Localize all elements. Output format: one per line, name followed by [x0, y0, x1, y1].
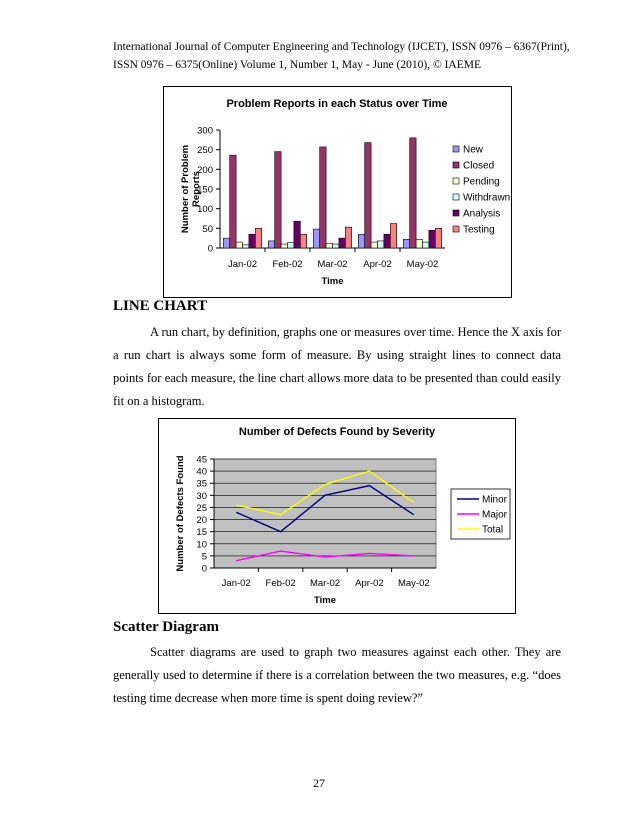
y-axis-title-line-2: Reports: [191, 171, 202, 207]
x-tick-label: Jan-02: [228, 259, 257, 270]
legend-swatch-new: [452, 145, 460, 153]
x-tick-label: Feb-02: [272, 259, 302, 270]
line-series-major: [236, 550, 414, 562]
chart-title: Number of Defects Found by Severity: [239, 426, 436, 438]
line-chart-paragraph-text: A run chart, by definition, graphs one o…: [113, 325, 561, 408]
line-series-total: [236, 470, 415, 516]
x-axis-title: Time: [314, 595, 336, 606]
legend-label-closed: Closed: [463, 161, 494, 172]
legend-label-analysis: Analysis: [463, 209, 500, 220]
y-axis-title-line-1: Number of Problem: [180, 145, 191, 233]
legend-label-total: Total: [482, 525, 503, 536]
bar-analysis: [428, 230, 436, 249]
legend-swatch-withdrawn: [452, 193, 460, 201]
header-line-1: International Journal of Computer Engine…: [113, 41, 570, 53]
bar-pending: [280, 243, 288, 249]
legend-swatch-pending: [452, 177, 460, 185]
y-tick-label: 20: [196, 515, 207, 526]
line-chart-heading: LINE CHART: [113, 298, 208, 314]
bar-testing: [345, 226, 353, 249]
bar-withdrawn: [377, 240, 385, 249]
y-tick-label: 100: [197, 204, 213, 215]
legend-label-withdrawn: Withdrawn: [463, 193, 510, 204]
legend-label-minor: Minor: [482, 495, 508, 506]
bar-new: [222, 237, 230, 249]
y-tick-label: 45: [196, 455, 207, 466]
bar-withdrawn: [242, 244, 250, 249]
bar-closed: [274, 151, 282, 249]
y-tick-label: 50: [202, 224, 213, 235]
legend-label-pending: Pending: [463, 177, 500, 188]
bar-withdrawn: [332, 243, 340, 249]
y-tick-label: 200: [197, 165, 213, 176]
bar-analysis: [248, 233, 256, 249]
y-tick-label: 0: [202, 564, 207, 575]
y-tick-label: 250: [197, 145, 213, 156]
y-tick-label: 300: [197, 126, 213, 137]
y-tick-label: 10: [196, 539, 207, 550]
x-tick-label: Mar-02: [310, 578, 340, 589]
line-series-minor: [235, 484, 415, 533]
legend-swatch-closed: [452, 161, 460, 169]
y-tick-label: 15: [196, 527, 207, 538]
page-number: 27: [313, 776, 325, 790]
x-tick-label: Jan-02: [222, 578, 251, 589]
legend-label-new: New: [463, 145, 484, 156]
x-axis-title: Time: [321, 276, 343, 287]
bar-new: [268, 240, 276, 249]
journal-header: International Journal of Computer Engine…: [113, 38, 570, 74]
problem-reports-chart-svg: Problem Reports in each Status over Time…: [180, 98, 510, 287]
plot-area: [213, 458, 437, 569]
bar-closed: [229, 154, 237, 249]
bar-new: [358, 233, 366, 249]
header-line-2: ISSN 0976 – 6375(Online) Volume 1, Numbe…: [113, 59, 481, 71]
x-tick-label: May-02: [407, 259, 439, 270]
y-tick-label: 5: [202, 551, 207, 562]
x-tick-label: Apr-02: [355, 578, 384, 589]
bar-closed: [409, 137, 417, 249]
y-axis-title: Number of ProblemReports: [180, 145, 202, 233]
y-tick-label: 30: [196, 491, 207, 502]
y-axis-title: Number of Defects Found: [175, 455, 186, 571]
defects-by-severity-chart: Number of Defects Found by Severity 0 5 10 1…: [158, 418, 516, 614]
x-tick-label: May-02: [398, 578, 430, 589]
legend-swatch-testing: [452, 225, 460, 233]
chart-title: Problem Reports in each Status over Time: [226, 98, 447, 110]
bar-pending: [235, 241, 243, 249]
scatter-paragraph: Scatter diagrams are used to graph two m…: [113, 641, 561, 710]
bar-withdrawn: [422, 241, 430, 249]
y-tick-label: 150: [197, 185, 213, 196]
bar-testing: [255, 228, 263, 249]
y-tick-label: 35: [196, 479, 207, 490]
bar-new: [313, 228, 321, 249]
bar-testing: [300, 233, 308, 249]
y-tick-label: 25: [196, 503, 207, 514]
legend-label-major: Major: [482, 510, 508, 521]
scatter-paragraph-text: Scatter diagrams are used to graph two m…: [113, 645, 561, 705]
bar-closed: [364, 142, 372, 249]
problem-reports-chart: Problem Reports in each Status over Time…: [163, 86, 512, 298]
bar-pending: [370, 241, 378, 249]
x-tick-label: Feb-02: [266, 578, 296, 589]
bar-pending: [415, 239, 423, 249]
scatter-diagram-heading: Scatter Diagram: [113, 619, 219, 635]
legend-swatch-analysis: [452, 209, 460, 217]
bar-testing: [434, 228, 442, 249]
x-tick-label: Apr-02: [363, 259, 392, 270]
y-tick-label: 40: [196, 467, 207, 478]
bar-closed: [319, 146, 327, 249]
y-tick-label: 0: [208, 244, 213, 255]
bar-analysis: [293, 220, 301, 249]
bar-analysis: [338, 237, 346, 249]
bar-pending: [325, 242, 333, 249]
x-tick-label: Mar-02: [317, 259, 347, 270]
bar-new: [403, 239, 411, 249]
bar-testing: [390, 223, 398, 249]
bar-withdrawn: [287, 242, 295, 249]
legend-label-testing: Testing: [463, 225, 495, 236]
bar-analysis: [383, 233, 391, 249]
defects-chart-svg: Number of Defects Found by Severity 0 5101…: [175, 426, 511, 606]
line-chart-paragraph: A run chart, by definition, graphs one o…: [113, 321, 561, 413]
